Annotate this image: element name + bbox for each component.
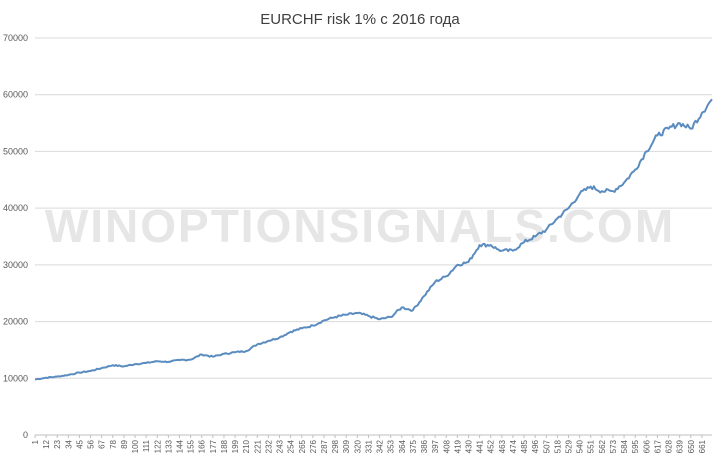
x-tick-label: 573: [609, 439, 618, 453]
x-tick-label: 221: [253, 439, 262, 453]
x-tick-label: 309: [342, 439, 351, 453]
y-tick-label: 40000: [3, 203, 28, 213]
x-tick-label: 353: [387, 439, 396, 453]
y-tick-label: 60000: [3, 90, 28, 100]
x-tick-label: 441: [476, 439, 485, 453]
x-tick-label: 243: [276, 439, 285, 453]
series-line: [34, 98, 713, 381]
x-tick-label: 188: [220, 439, 229, 453]
x-tick-label: 23: [53, 439, 62, 448]
x-tick-label: 133: [164, 439, 173, 453]
x-tick-label: 331: [364, 439, 373, 453]
x-axis: 1 12 23 34 45 56 67 78 89 100 111 122 133 144 155 166 17…: [31, 435, 707, 453]
x-tick-label: 89: [120, 439, 129, 448]
x-tick-label: 276: [309, 439, 318, 453]
x-tick-label: 529: [565, 439, 574, 453]
y-tick-label: 0: [23, 430, 28, 440]
x-tick-label: 100: [131, 439, 140, 453]
y-tick-label: 70000: [3, 33, 28, 43]
x-tick-label: 1: [31, 439, 40, 444]
x-tick-label: 34: [64, 439, 73, 448]
x-tick-label: 584: [620, 439, 629, 453]
x-tick-label: 507: [542, 439, 551, 453]
x-tick-label: 364: [398, 439, 407, 453]
x-tick-label: 452: [487, 439, 496, 453]
x-tick-label: 617: [653, 439, 662, 453]
x-tick-label: 595: [631, 439, 640, 453]
x-tick-label: 155: [187, 439, 196, 453]
x-tick-label: 166: [198, 439, 207, 453]
x-tick-label: 45: [75, 439, 84, 448]
x-tick-label: 463: [498, 439, 507, 453]
x-tick-label: 408: [442, 439, 451, 453]
x-tick-label: 540: [576, 439, 585, 453]
x-tick-label: 67: [98, 439, 107, 448]
x-tick-label: 562: [598, 439, 607, 453]
x-tick-label: 639: [676, 439, 685, 453]
x-tick-label: 518: [553, 439, 562, 453]
y-axis: 0 10000 20000 30000 40000 50000 60000 70000: [3, 33, 28, 440]
y-tick-label: 20000: [3, 317, 28, 327]
x-tick-label: 474: [509, 439, 518, 453]
gridlines: [35, 37, 712, 436]
x-tick-label: 287: [320, 439, 329, 453]
x-tick-label: 628: [665, 439, 674, 453]
series-group: [34, 98, 713, 381]
x-tick-label: 265: [298, 439, 307, 453]
x-tick-label: 298: [331, 439, 340, 453]
y-tick-label: 50000: [3, 146, 28, 156]
x-tick-label: 111: [142, 439, 151, 452]
x-tick-label: 144: [175, 439, 184, 453]
x-tick-label: 430: [464, 439, 473, 453]
x-tick-label: 199: [231, 439, 240, 453]
x-tick-label: 661: [698, 439, 707, 453]
x-tick-label: 606: [642, 439, 651, 453]
x-tick-label: 78: [109, 439, 118, 448]
x-tick-label: 419: [453, 439, 462, 453]
y-tick-label: 10000: [3, 373, 28, 383]
x-tick-label: 375: [409, 439, 418, 453]
x-tick-label: 56: [87, 439, 96, 448]
x-tick-label: 320: [353, 439, 362, 453]
x-tick-label: 496: [531, 439, 540, 453]
x-tick-label: 551: [587, 439, 596, 453]
x-tick-label: 254: [287, 439, 296, 453]
x-tick-label: 397: [431, 439, 440, 453]
x-tick-label: 177: [209, 439, 218, 453]
x-tick-label: 485: [520, 439, 529, 453]
x-tick-label: 122: [153, 439, 162, 453]
x-tick-label: 342: [376, 439, 385, 453]
x-tick-label: 210: [242, 439, 251, 453]
x-tick-label: 650: [687, 439, 696, 453]
x-tick-label: 386: [420, 439, 429, 453]
chart-title: EURCHF risk 1% с 2016 года: [260, 11, 460, 28]
y-tick-label: 30000: [3, 260, 28, 270]
x-tick-label: 12: [42, 439, 51, 448]
x-tick-label: 232: [264, 439, 273, 453]
